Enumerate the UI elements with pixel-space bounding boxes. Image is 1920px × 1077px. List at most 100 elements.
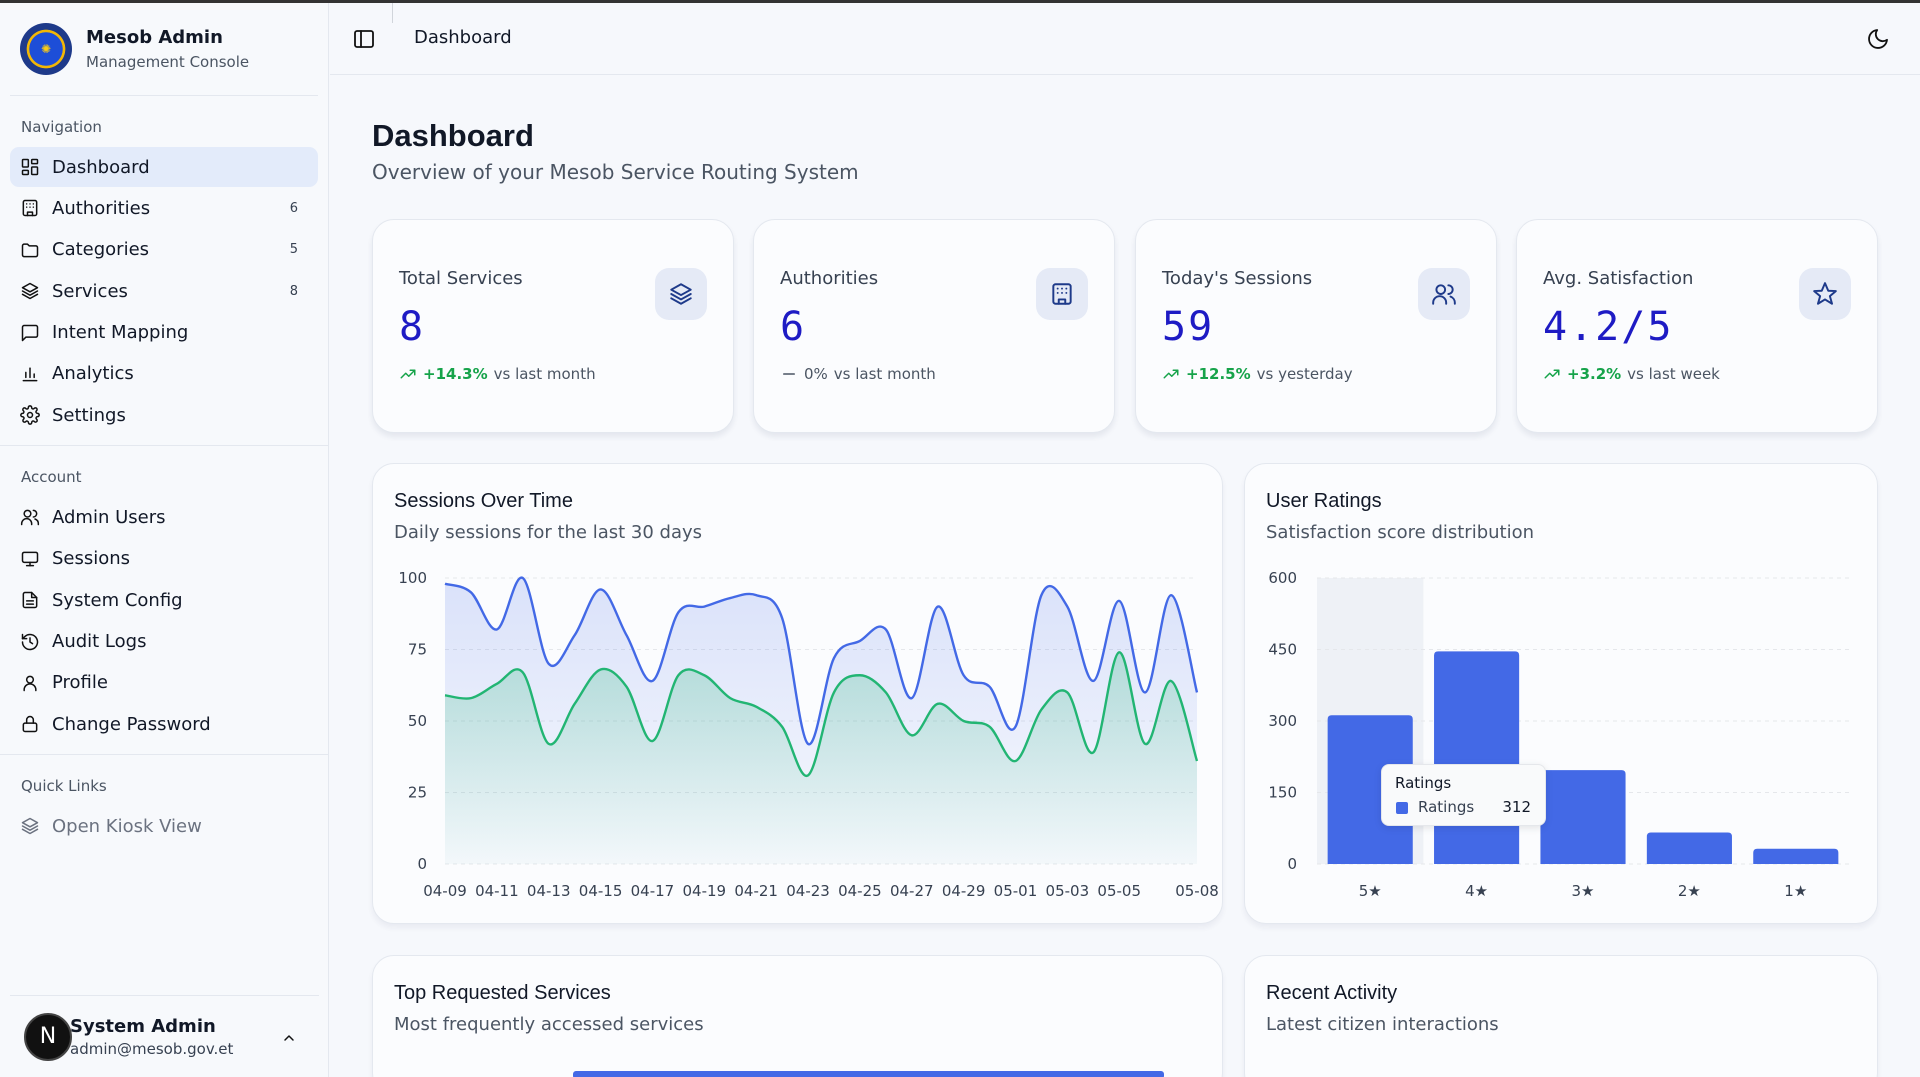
sidebar-item-open-kiosk-view[interactable]: Open Kiosk View bbox=[10, 806, 318, 846]
ratings-chart[interactable]: 0 150 300 450 600 5★ 4★ 3★ 2★ 1★ bbox=[1245, 464, 1879, 925]
brand-subtitle: Management Console bbox=[86, 53, 250, 71]
users-icon bbox=[1418, 268, 1470, 320]
sidebar-item-analytics[interactable]: Analytics bbox=[10, 354, 318, 394]
building-icon bbox=[20, 198, 40, 218]
panel-subtitle: Most frequently accessed services bbox=[394, 1014, 704, 1035]
sidebar-item-profile[interactable]: Profile bbox=[10, 663, 318, 703]
stat-label: Authorities bbox=[780, 268, 879, 289]
y-tick-label: 300 bbox=[1268, 712, 1297, 730]
y-tick-label: 0 bbox=[417, 855, 427, 873]
panel-title: Top Requested Services bbox=[394, 982, 611, 1004]
top-requested-services-panel: Top Requested Services Most frequently a… bbox=[372, 955, 1223, 1077]
page-subtitle: Overview of your Mesob Service Routing S… bbox=[372, 160, 859, 184]
brand-title: Mesob Admin bbox=[86, 27, 223, 48]
x-tick-label: 3★ bbox=[1572, 882, 1595, 900]
y-tick-label: 50 bbox=[408, 712, 427, 730]
panel-title: User Ratings bbox=[1266, 490, 1382, 512]
stat-trend: 0% vs last month bbox=[780, 365, 936, 383]
x-tick-label: 04-17 bbox=[631, 882, 675, 900]
sidebar-item-system-config[interactable]: System Config bbox=[10, 580, 318, 620]
x-tick-label: 04-11 bbox=[475, 882, 519, 900]
sidebar-item-label: Intent Mapping bbox=[52, 322, 189, 344]
stat-delta: +12.5% bbox=[1186, 365, 1251, 383]
stat-card-authorities: Authorities 6 0% vs last month bbox=[753, 219, 1115, 433]
x-tick-label: 04-27 bbox=[890, 882, 934, 900]
y-tick-label: 600 bbox=[1268, 569, 1297, 587]
stat-delta: +3.2% bbox=[1567, 365, 1622, 383]
x-tick-label: 04-29 bbox=[942, 882, 986, 900]
sidebar-item-label: Dashboard bbox=[52, 156, 150, 178]
tooltip-swatch bbox=[1396, 802, 1408, 814]
x-tick-label: 05-01 bbox=[994, 882, 1038, 900]
stat-value: 8 bbox=[399, 304, 426, 350]
sidebar-item-label: Audit Logs bbox=[52, 631, 147, 653]
sidebar-item-label: Settings bbox=[52, 404, 126, 426]
stat-label: Total Services bbox=[399, 268, 523, 289]
stat-label: Avg. Satisfaction bbox=[1543, 268, 1694, 289]
file-icon bbox=[20, 590, 40, 610]
building-icon bbox=[1036, 268, 1088, 320]
chart-tooltip: Ratings Ratings 312 bbox=[1381, 764, 1546, 826]
sidebar-item-label: Sessions bbox=[52, 548, 131, 570]
user-menu[interactable]: N System Admin admin@mesob.gov.et bbox=[10, 995, 319, 1077]
sidebar-item-services[interactable]: Services 8 bbox=[10, 271, 318, 311]
x-tick-label: 04-15 bbox=[579, 882, 623, 900]
sidebar-item-label: Services bbox=[52, 280, 128, 302]
x-tick-label: 04-19 bbox=[683, 882, 727, 900]
stat-compare: vs last month bbox=[833, 365, 936, 383]
star-icon bbox=[1799, 268, 1851, 320]
sidebar-item-settings[interactable]: Settings bbox=[10, 395, 318, 435]
panel-subtitle: Daily sessions for the last 30 days bbox=[394, 522, 703, 543]
x-tick-label: 05-03 bbox=[1046, 882, 1090, 900]
sidebar-item-dashboard[interactable]: Dashboard bbox=[10, 147, 318, 187]
series-1-line bbox=[444, 651, 1199, 777]
x-tick-label: 2★ bbox=[1678, 882, 1701, 900]
header-separator bbox=[392, 3, 393, 23]
sessions-chart[interactable]: 0 25 50 75 100 04-09 04-11 04-13 04-15 04-17 04-19… bbox=[373, 464, 1224, 925]
sidebar-item-admin-users[interactable]: Admin Users bbox=[10, 497, 318, 537]
brand[interactable]: ✺ Mesob Admin Management Console bbox=[10, 3, 318, 96]
sidebar-item-label: Open Kiosk View bbox=[52, 815, 202, 837]
panel-subtitle: Satisfaction score distribution bbox=[1266, 522, 1535, 543]
moon-icon[interactable] bbox=[1866, 27, 1890, 51]
sidebar-item-sessions[interactable]: Sessions bbox=[10, 539, 318, 579]
message-icon bbox=[20, 323, 40, 343]
y-tick-label: 100 bbox=[398, 569, 427, 587]
x-tick-label: 5★ bbox=[1359, 882, 1382, 900]
nav-quick-links: Open Kiosk View bbox=[0, 806, 328, 846]
bar-0 bbox=[1327, 715, 1413, 864]
x-tick-label: 4★ bbox=[1465, 882, 1488, 900]
sidebar-item-authorities[interactable]: Authorities 6 bbox=[10, 188, 318, 228]
sidebar-item-intent-mapping[interactable]: Intent Mapping bbox=[10, 313, 318, 353]
stat-value: 59 bbox=[1162, 304, 1215, 350]
sidebar-item-change-password[interactable]: Change Password bbox=[10, 704, 318, 744]
stat-delta: +14.3% bbox=[423, 365, 488, 383]
chevron-up-icon[interactable] bbox=[281, 1030, 297, 1046]
trending-up-icon bbox=[400, 369, 416, 379]
users-icon bbox=[20, 507, 40, 527]
count-badge: 6 bbox=[289, 200, 298, 216]
nav-account: Admin Users Sessions System Config Audit Lo… bbox=[0, 497, 328, 744]
count-badge: 5 bbox=[289, 242, 298, 258]
bar-1 bbox=[1434, 651, 1520, 864]
sidebar-item-label: Categories bbox=[52, 239, 150, 261]
bar-4 bbox=[1753, 848, 1839, 864]
lock-icon bbox=[20, 714, 40, 734]
nav-main: Dashboard Authorities 6 Categories 5 Services… bbox=[0, 147, 328, 435]
stat-value: 6 bbox=[780, 304, 807, 350]
stat-trend: +12.5% vs yesterday bbox=[1162, 365, 1353, 383]
sidebar-item-audit-logs[interactable]: Audit Logs bbox=[10, 622, 318, 662]
x-tick-label: 1★ bbox=[1784, 882, 1807, 900]
y-tick-label: 25 bbox=[408, 784, 427, 802]
layers-icon bbox=[20, 281, 40, 301]
y-tick-label: 75 bbox=[408, 641, 427, 659]
divider bbox=[0, 754, 328, 756]
x-tick-label: 05-08 bbox=[1175, 882, 1219, 900]
user-icon bbox=[20, 673, 40, 693]
trending-up-icon bbox=[1544, 369, 1560, 379]
bar-2 bbox=[1540, 770, 1626, 864]
sidebar-item-categories[interactable]: Categories 5 bbox=[10, 230, 318, 270]
sidebar-toggle-icon[interactable] bbox=[352, 27, 376, 51]
monitor-icon bbox=[20, 549, 40, 569]
layers-icon bbox=[655, 268, 707, 320]
